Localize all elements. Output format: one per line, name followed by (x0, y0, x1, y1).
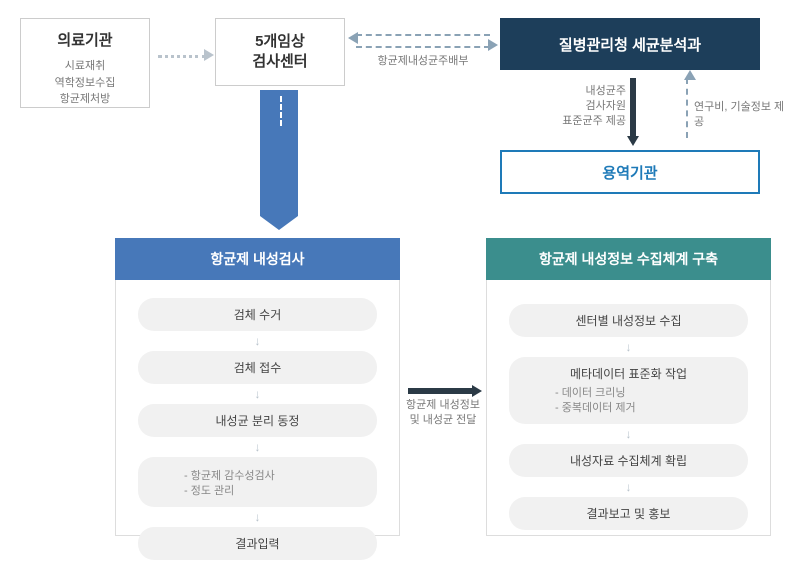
pill-right-3: 결과보고 및 홍보 (509, 497, 748, 530)
panel-right-header: 항균제 내성정보 수집체계 구축 (486, 238, 771, 280)
v-arrow-icon: ↓ (509, 481, 748, 493)
v-arrow-icon: ↓ (509, 428, 748, 440)
kdca-box: 질병관리청 세균분석과 (500, 18, 760, 70)
panel-left-body: 검체 수거 ↓ 검체 접수 ↓ 내성균 분리 동정 ↓ 항균제 감수성검사 정도… (116, 280, 399, 574)
v-arrow-icon: ↓ (138, 441, 377, 453)
pill-right-1: 메타데이터 표준화 작업 데이터 크리닝 중복데이터 제거 (509, 357, 748, 424)
arrow-service-up (686, 78, 688, 138)
v-arrow-icon: ↓ (138, 335, 377, 347)
v-arrow-icon: ↓ (138, 511, 377, 523)
pill-left-3-subs: 항균제 감수성검사 정도 관리 (148, 469, 367, 499)
pill-right-2: 내성자료 수집체계 확립 (509, 444, 748, 477)
medical-lines: 시료재취 역학정보수집 항균제처방 (27, 58, 143, 108)
medical-title: 의료기관 (27, 29, 143, 50)
arrow-kdca-down (630, 78, 636, 138)
panel-collection-system: 항균제 내성정보 수집체계 구축 센터별 내성정보 수집 ↓ 메타데이터 표준화… (486, 238, 771, 536)
panel-right-body: 센터별 내성정보 수집 ↓ 메타데이터 표준화 작업 데이터 크리닝 중복데이터… (487, 280, 770, 544)
label-center-kdca: 항균제내성균주배부 (358, 54, 488, 69)
arrow-panel-left-to-right (408, 388, 474, 394)
panel-resistance-test: 항균제 내성검사 검체 수거 ↓ 검체 접수 ↓ 내성균 분리 동정 ↓ 항균제… (115, 238, 400, 536)
medical-institution-box: 의료기관 시료재취 역학정보수집 항균제처방 (20, 18, 150, 108)
pill-left-2: 내성균 분리 동정 (138, 404, 377, 437)
pill-left-1: 검체 접수 (138, 351, 377, 384)
arrow-centers-to-kdca (356, 46, 490, 48)
v-arrow-icon: ↓ (509, 341, 748, 353)
panel-left-header: 항균제 내성검사 (115, 238, 400, 280)
label-kdca-service-left: 내성균주 검사자원 표준균주 제공 (540, 84, 626, 129)
pill-right-0: 센터별 내성정보 수집 (509, 304, 748, 337)
pill-left-4: 결과입력 (138, 527, 377, 560)
arrow-med-to-centers (158, 55, 206, 58)
label-kdca-service-right: 연구비, 기술정보 제공 (694, 100, 790, 130)
pill-left-3: 항균제 감수성검사 정도 관리 (138, 457, 377, 507)
exam-centers-box: 5개임상 검사센터 (215, 18, 345, 86)
flag-centers-to-panel (260, 90, 298, 216)
pill-right-1-subs: 데이터 크리닝 중복데이터 제거 (519, 386, 738, 416)
flag-dash-overlay (280, 96, 282, 126)
pill-left-0: 검체 수거 (138, 298, 377, 331)
v-arrow-icon: ↓ (138, 388, 377, 400)
label-between-panels: 항균제 내성정보 및 내성균 전달 (400, 398, 486, 428)
arrow-kdca-to-centers (356, 34, 490, 36)
service-org-box: 용역기관 (500, 150, 760, 194)
